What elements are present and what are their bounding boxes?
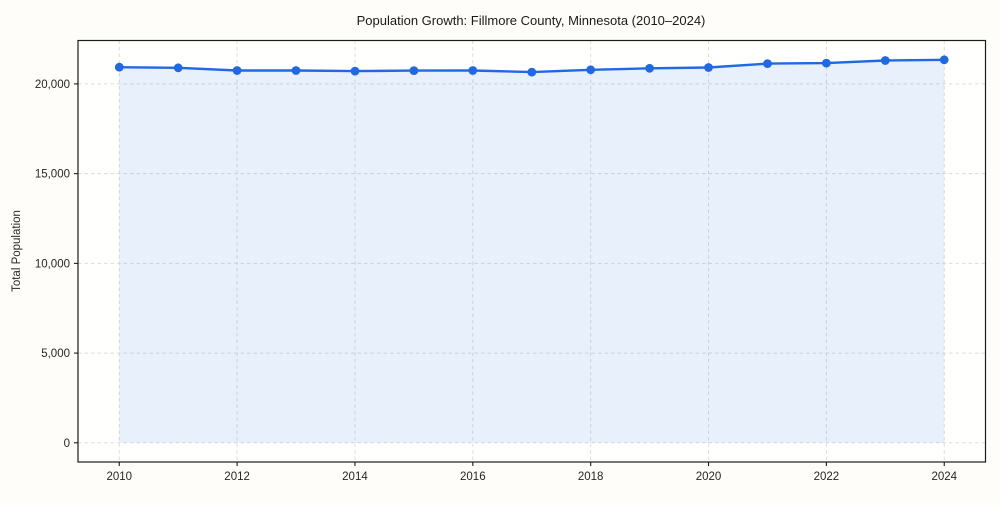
y-tick-label: 20,000 bbox=[35, 79, 70, 91]
data-point-2023 bbox=[880, 56, 890, 65]
data-point-2015 bbox=[409, 66, 419, 75]
x-tick-label: 2020 bbox=[696, 471, 722, 483]
y-tick-label: 5,000 bbox=[41, 348, 70, 360]
chart-title: Population Growth: Fillmore County, Minn… bbox=[357, 13, 706, 28]
x-tick-label: 2010 bbox=[106, 471, 132, 483]
area-fill bbox=[119, 59, 945, 443]
data-point-2012 bbox=[232, 66, 242, 75]
data-point-2017 bbox=[527, 67, 537, 77]
x-tick-label: 2018 bbox=[578, 471, 604, 483]
plot-area bbox=[78, 40, 986, 462]
data-point-2010 bbox=[114, 62, 124, 72]
data-point-2013 bbox=[291, 66, 301, 75]
x-tick-label: 2024 bbox=[931, 471, 957, 483]
x-tick-label: 2012 bbox=[224, 471, 250, 483]
y-axis-label: Total Population bbox=[11, 210, 23, 292]
x-tick-label: 2022 bbox=[814, 471, 840, 483]
data-point-2021 bbox=[763, 59, 772, 68]
y-tick-label: 15,000 bbox=[35, 169, 70, 181]
data-point-2016 bbox=[468, 66, 478, 75]
x-tick-label: 2016 bbox=[460, 471, 486, 483]
y-tick-label: 0 bbox=[64, 438, 70, 450]
data-point-2019 bbox=[645, 63, 654, 73]
data-point-2024 bbox=[939, 55, 949, 65]
data-point-2018 bbox=[586, 65, 596, 75]
data-point-2014 bbox=[350, 66, 360, 76]
data-point-2022 bbox=[822, 58, 831, 68]
data-point-2011 bbox=[173, 63, 183, 73]
x-tick-label: 2014 bbox=[342, 471, 368, 483]
y-tick-label: 10,000 bbox=[35, 258, 70, 270]
data-point-2020 bbox=[704, 63, 713, 72]
plot-border bbox=[77, 39, 987, 463]
